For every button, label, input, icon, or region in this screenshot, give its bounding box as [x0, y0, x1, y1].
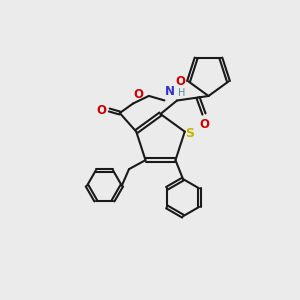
Text: S: S: [185, 127, 194, 140]
Text: O: O: [96, 103, 106, 116]
Text: O: O: [134, 88, 144, 101]
Text: H: H: [178, 88, 186, 98]
Text: O: O: [175, 75, 185, 88]
Text: O: O: [199, 118, 209, 130]
Text: N: N: [165, 85, 175, 98]
